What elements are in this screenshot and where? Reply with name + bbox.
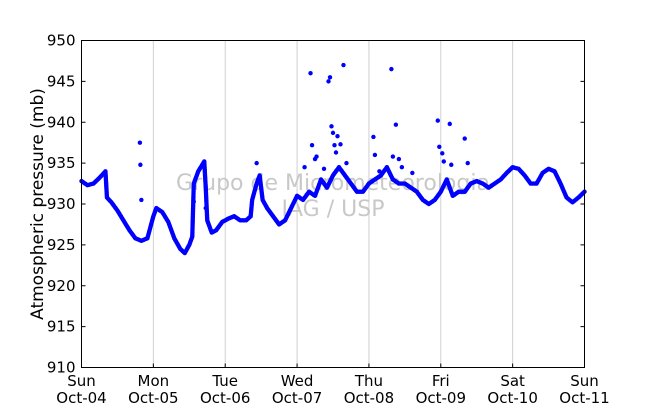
spike-point — [393, 122, 399, 127]
x-tick-date: Oct-09 — [416, 389, 466, 407]
x-tick-date: Oct-06 — [200, 389, 250, 407]
x-tick-day: Sun — [570, 372, 599, 390]
spike-point — [335, 133, 340, 139]
x-tick-date: Oct-04 — [56, 389, 106, 407]
spike-point — [390, 154, 396, 159]
y-tick-label: 915 — [47, 318, 76, 336]
spike-point — [314, 154, 319, 159]
y-tick-label: 945 — [47, 72, 76, 90]
x-tick-day: Wed — [281, 372, 314, 390]
spike-point — [372, 152, 378, 158]
x-tick-date: Oct-05 — [128, 389, 178, 407]
spike-point — [326, 79, 331, 84]
spike-point — [462, 136, 467, 141]
y-tick-label: 910 — [47, 359, 76, 377]
y-tick-label: 950 — [47, 32, 76, 50]
y-axis: 910 915 920 925 930 935 940 945 950 — [47, 32, 585, 377]
x-tick-day: Sat — [500, 372, 525, 390]
data-points — [79, 62, 587, 256]
y-tick-label: 925 — [47, 236, 76, 254]
spike-point — [465, 160, 470, 166]
spike-point — [435, 118, 440, 123]
spike-point — [254, 160, 259, 166]
x-tick-date: Oct-10 — [487, 389, 537, 407]
spike-point — [302, 165, 307, 170]
spike-point — [410, 170, 415, 176]
spike-point — [191, 199, 196, 204]
spike-point — [333, 150, 339, 155]
watermark-text: IAG / USP — [282, 197, 385, 222]
spike-point — [344, 160, 349, 166]
grid-lines — [152, 40, 514, 368]
spike-point — [332, 142, 337, 148]
x-tick-day: Fri — [432, 372, 450, 390]
spike-point — [203, 205, 208, 211]
spike-point — [338, 142, 343, 147]
spike-point — [137, 140, 143, 145]
spike-point — [399, 165, 405, 170]
spike-point — [329, 124, 334, 129]
x-tick-day: Thu — [354, 372, 383, 390]
y-tick-label: 920 — [47, 277, 76, 295]
y-tick-label: 935 — [47, 154, 76, 172]
x-tick-day: Tue — [211, 372, 238, 390]
spike-point — [396, 156, 402, 162]
spike-point — [377, 169, 382, 174]
x-axis: SunOct-04MonOct-05TueOct-06WedOct-07ThuO… — [56, 363, 610, 407]
spike-point — [440, 151, 445, 156]
x-tick-day: Sun — [67, 372, 96, 390]
spike-point — [138, 162, 143, 167]
x-tick-day: Mon — [138, 372, 170, 390]
spike-point — [371, 134, 376, 140]
y-tick-label: 940 — [47, 113, 76, 131]
x-tick-date: Oct-07 — [272, 389, 322, 407]
spike-point — [330, 130, 336, 136]
x-tick-date: Oct-11 — [559, 389, 609, 407]
spike-point — [389, 66, 394, 72]
y-axis-title: Atmospheric pressure (mb) — [28, 88, 48, 320]
spike-point — [341, 62, 346, 68]
y-tick-label: 930 — [47, 195, 76, 213]
spike-point — [308, 71, 313, 76]
spike-point — [441, 159, 446, 164]
spike-point — [437, 144, 442, 149]
spike-point — [449, 162, 454, 167]
spike-point — [321, 166, 327, 172]
spike-point — [327, 75, 333, 80]
spike-point — [309, 142, 315, 148]
x-tick-date: Oct-08 — [344, 389, 394, 407]
spike-point — [139, 197, 144, 203]
spike-point — [447, 121, 452, 127]
